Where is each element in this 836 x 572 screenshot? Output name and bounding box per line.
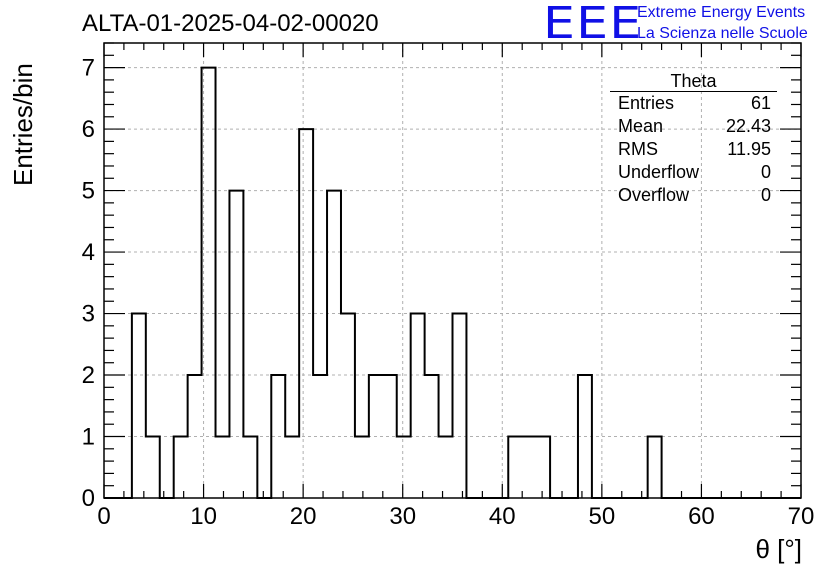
histogram-bin — [536, 437, 550, 498]
chart-title: ALTA-01-2025-04-02-00020 — [82, 10, 379, 37]
stats-row-overflow: Overflow 0 — [610, 184, 777, 207]
stats-title: Theta — [610, 72, 777, 92]
x-tick-label: 70 — [788, 503, 815, 530]
stats-row-underflow: Underflow 0 — [610, 161, 777, 184]
histogram-bin — [229, 191, 243, 498]
stats-label: Entries — [618, 93, 675, 113]
y-tick-label: 7 — [82, 55, 95, 82]
stats-row-entries: Entries 61 — [610, 92, 777, 115]
x-tick-label: 40 — [489, 503, 516, 530]
histogram-bin — [508, 437, 522, 498]
histogram-bin — [341, 314, 355, 498]
histogram-bin — [313, 375, 327, 498]
histogram-bin — [411, 314, 425, 498]
y-tick-label: 3 — [82, 301, 95, 328]
x-tick-label: 0 — [97, 503, 110, 530]
histogram-bin — [397, 437, 411, 498]
histogram-bin — [285, 437, 299, 498]
stats-value: 0 — [760, 162, 771, 182]
histogram-bin — [522, 437, 536, 498]
histogram-bin — [271, 375, 285, 498]
stats-label: Overflow — [618, 185, 690, 205]
stats-row-rms: RMS 11.95 — [610, 138, 777, 161]
histogram-bin — [425, 375, 439, 498]
histogram-bin — [355, 437, 369, 498]
x-tick-label: 50 — [589, 503, 616, 530]
histogram-bin — [216, 437, 230, 498]
stats-value: 22.43 — [725, 116, 771, 136]
stats-box: Theta Entries 61 Mean 22.43 RMS 11.95 Un… — [610, 72, 777, 207]
y-tick-label: 6 — [82, 116, 95, 143]
logo-line-1: Extreme Energy Events — [637, 4, 806, 21]
y-tick-label: 0 — [82, 485, 95, 512]
axis-tick-labels: 0 10 20 30 40 50 60 70 0 1 2 3 4 5 6 7 — [82, 55, 815, 530]
x-tick-label: 10 — [190, 503, 217, 530]
x-tick-label: 20 — [290, 503, 317, 530]
histogram-bin — [439, 437, 453, 498]
logo-line-2: La Scienza nelle Scuole — [637, 25, 808, 42]
histogram-bin — [243, 437, 257, 498]
histogram-bin — [578, 375, 592, 498]
histogram-bin — [383, 375, 397, 498]
stats-value: 11.95 — [727, 139, 771, 159]
histogram-bin — [648, 437, 662, 498]
stats-label: Underflow — [618, 162, 700, 182]
stats-value: 61 — [750, 93, 771, 113]
y-tick-label: 2 — [82, 362, 95, 389]
histogram-bin — [132, 314, 146, 498]
y-axis-label: Entries/bin — [8, 63, 38, 186]
histogram-bin — [188, 375, 202, 498]
histogram-bin — [146, 437, 160, 498]
histogram-bin — [369, 375, 383, 498]
plot-frame — [103, 42, 802, 499]
x-tick-label: 30 — [389, 503, 416, 530]
eee-logo: EEE — [543, 0, 643, 49]
y-tick-label: 4 — [82, 239, 95, 266]
stats-value: 0 — [760, 185, 771, 205]
y-tick-label: 5 — [82, 178, 95, 205]
stats-label: RMS — [618, 139, 658, 159]
histogram-bin — [174, 437, 188, 498]
stats-row-mean: Mean 22.43 — [610, 115, 777, 138]
histogram-bin — [202, 68, 216, 498]
stats-label: Mean — [618, 116, 664, 136]
axis-ticks — [103, 42, 802, 499]
histogram-bin — [453, 314, 467, 498]
x-tick-label: 60 — [688, 503, 715, 530]
histogram-bin — [299, 129, 313, 498]
histogram-bin — [327, 191, 341, 498]
x-axis-label: θ [°] — [755, 534, 802, 564]
y-tick-label: 1 — [82, 424, 95, 451]
